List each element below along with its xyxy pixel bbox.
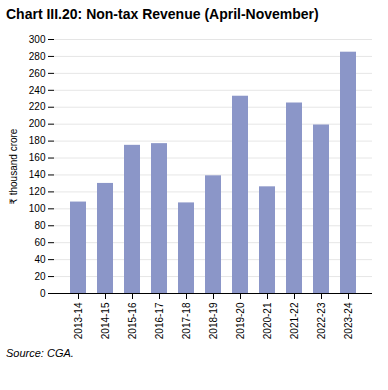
svg-text:2020-21: 2020-21 (262, 302, 273, 339)
svg-text:2023-24: 2023-24 (343, 302, 354, 339)
svg-text:60: 60 (34, 237, 46, 248)
svg-text:2017-18: 2017-18 (181, 302, 192, 339)
html-text:Chart III.20: Non-tax Revenue: Chart III.20: Non-tax Revenue (April-Nov… (6, 6, 319, 22)
svg-text:80: 80 (34, 220, 46, 231)
svg-text:2013-14: 2013-14 (73, 302, 84, 339)
svg-text:2016-17: 2016-17 (154, 302, 165, 339)
svg-text:160: 160 (29, 152, 46, 163)
svg-text:20: 20 (34, 271, 46, 282)
svg-text:₹ thousand crore: ₹ thousand crore (8, 128, 19, 204)
svg-text:2015-16: 2015-16 (127, 302, 138, 339)
svg-text:2019-20: 2019-20 (235, 302, 246, 339)
svg-text:300: 300 (29, 33, 46, 44)
svg-text:2022-23: 2022-23 (316, 302, 327, 339)
svg-text:200: 200 (29, 118, 46, 129)
svg-text:280: 280 (29, 50, 46, 61)
svg-text:2018-19: 2018-19 (208, 302, 219, 339)
svg-text:2021-22: 2021-22 (289, 302, 300, 339)
svg-text:260: 260 (29, 67, 46, 78)
svg-text:180: 180 (29, 135, 46, 146)
svg-text:140: 140 (29, 169, 46, 180)
svg-text:40: 40 (34, 254, 46, 265)
html-text:Source: CGA.: Source: CGA. (6, 346, 74, 359)
svg-text:2014-15: 2014-15 (100, 302, 111, 339)
svg-text:120: 120 (29, 186, 46, 197)
svg-text:100: 100 (29, 203, 46, 214)
svg-text:240: 240 (29, 84, 46, 95)
svg-text:220: 220 (29, 101, 46, 112)
svg-text:0: 0 (40, 287, 46, 298)
